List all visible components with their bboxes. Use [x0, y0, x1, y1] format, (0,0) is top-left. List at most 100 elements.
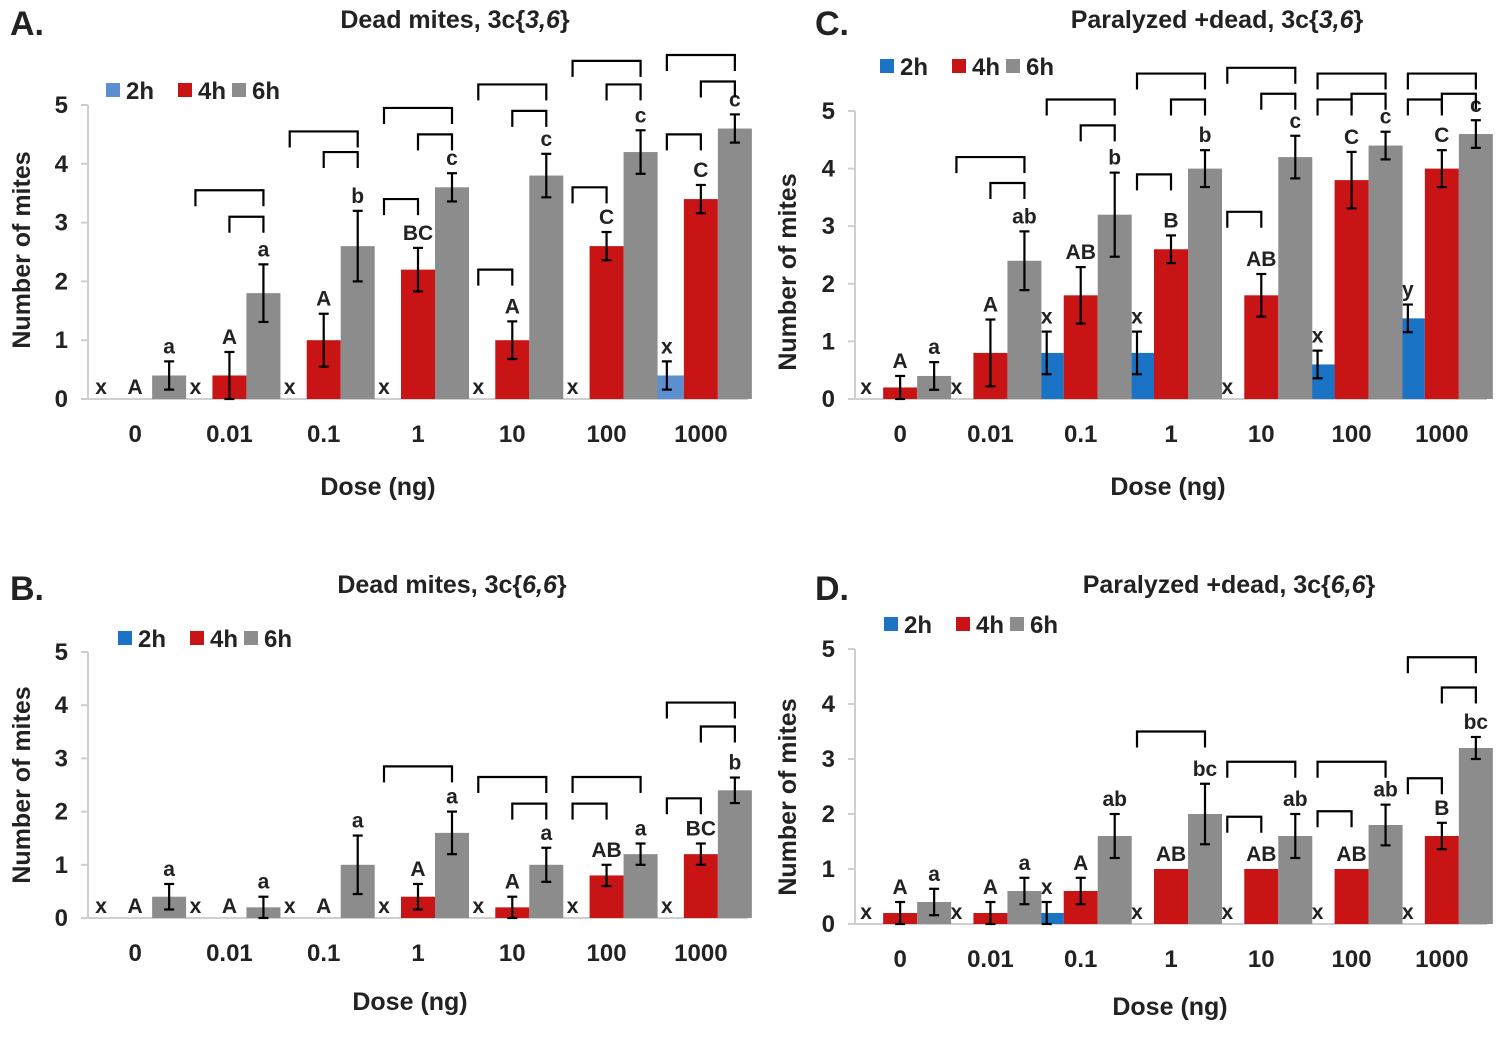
bar-6h-1	[1188, 168, 1222, 399]
significance-label: x	[284, 895, 296, 918]
significance-label: A	[505, 295, 520, 318]
comparison-bracket	[322, 150, 359, 169]
chart-title: Paralyzed +dead, 3c{3,6}	[1071, 6, 1364, 34]
legend-label-4h: 4h	[976, 612, 1004, 639]
y-tick-label: 5	[55, 92, 68, 119]
legend-swatch-6h	[232, 83, 246, 97]
comparison-bracket	[665, 701, 736, 719]
comparison-bracket	[1316, 760, 1387, 778]
significance-label: C	[693, 159, 708, 182]
significance-label: A	[128, 376, 143, 399]
legend-label-6h: 6h	[264, 626, 292, 653]
legend-label-6h: 6h	[252, 78, 280, 105]
comparison-bracket	[382, 106, 454, 124]
chart-title: Paralyzed +dead, 3c{6,6}	[1083, 571, 1376, 599]
significance-label: a	[635, 818, 647, 841]
bar-6h-100	[1368, 145, 1403, 399]
x-tick-label: 0.1	[307, 421, 340, 448]
panel-label: B.	[10, 570, 44, 608]
legend-swatch-6h	[244, 631, 258, 645]
significance-label: x	[1312, 901, 1324, 924]
significance-label: x	[567, 376, 579, 399]
comparison-bracket	[571, 186, 608, 204]
y-tick-label: 2	[822, 271, 835, 298]
significance-label: c	[729, 88, 741, 111]
x-axis-label: Dose (ng)	[352, 988, 467, 1016]
y-tick-label: 3	[822, 746, 835, 773]
bar-4h-10	[1244, 869, 1279, 924]
significance-label: ab	[1283, 788, 1308, 811]
significance-label: y	[1402, 279, 1414, 302]
x-tick-label: 0.1	[1064, 946, 1097, 973]
x-tick-label: 100	[587, 940, 627, 967]
comparison-bracket	[1135, 730, 1207, 748]
bar-6h-1000	[717, 128, 752, 399]
x-tick-label: 10	[499, 421, 526, 448]
legend-swatch-2h	[880, 59, 894, 73]
y-axis-label: Number of mites	[8, 151, 36, 348]
x-axis-label: Dose (ng)	[1110, 473, 1225, 501]
comparison-bracket	[477, 83, 548, 101]
legend-swatch-2h	[884, 617, 898, 631]
significance-label: a	[540, 822, 552, 845]
significance-label: A	[128, 895, 143, 918]
comparison-bracket	[1406, 656, 1477, 674]
legend-swatch-4h	[178, 83, 192, 97]
significance-label: x	[1221, 901, 1233, 924]
x-tick-label: 100	[1332, 946, 1372, 973]
significance-label: x	[951, 901, 963, 924]
bar-4h-100	[1334, 869, 1369, 924]
legend-swatch-6h	[1010, 617, 1024, 631]
panel-label: D.	[815, 570, 849, 608]
significance-label: x	[860, 376, 872, 399]
significance-label: a	[1019, 852, 1031, 875]
bar-6h-1	[435, 187, 469, 399]
x-tick-label: 0	[128, 421, 141, 448]
bar-4h-1000	[1424, 168, 1459, 399]
comparison-bracket	[571, 802, 608, 820]
panel-a: A. Dead mites, 3c{3,6} 0 1 2 3 4 5 0 0.01 0.1 1 10 10…	[8, 5, 752, 501]
significance-label: AB	[591, 839, 621, 862]
significance-label: A	[316, 288, 331, 311]
x-tick-label: 1000	[674, 421, 727, 448]
comparison-bracket	[1226, 815, 1263, 833]
comparison-bracket	[1135, 173, 1173, 191]
significance-label: AB	[1246, 248, 1276, 271]
significance-label: A	[410, 858, 425, 881]
bar-6h-10	[1278, 157, 1313, 399]
bar-6h-1000	[1458, 134, 1493, 400]
y-tick-label: 1	[822, 856, 835, 883]
significance-label: a	[446, 786, 458, 809]
legend-swatch-4h	[956, 617, 970, 631]
comparison-bracket	[1406, 98, 1443, 116]
significance-label: x	[860, 901, 872, 924]
x-tick-label: 0.01	[206, 940, 253, 967]
y-axis-label: Number of mites	[774, 173, 802, 370]
comparison-bracket	[665, 53, 736, 72]
significance-label: A	[893, 876, 908, 899]
y-tick-label: 5	[822, 98, 835, 125]
legend-swatch-2h	[118, 631, 132, 645]
comparison-bracket	[1406, 777, 1443, 795]
significance-label: ab	[1373, 779, 1398, 802]
significance-label: x	[661, 895, 673, 918]
y-tick-label: 4	[822, 691, 836, 718]
significance-label: x	[1131, 901, 1143, 924]
significance-label: AB	[1336, 843, 1366, 866]
bar-4h-100	[589, 246, 624, 399]
y-tick-label: 4	[55, 692, 69, 719]
bar-4h-1000	[1424, 836, 1459, 924]
x-tick-label: 0	[893, 946, 906, 973]
significance-label: x	[567, 895, 579, 918]
legend-swatch-4h	[190, 631, 204, 645]
significance-label: A	[316, 895, 331, 918]
significance-label: AB	[1156, 843, 1186, 866]
y-tick-label: 4	[55, 151, 69, 178]
panel-c: C. Paralyzed +dead, 3c{3,6} 0 1 2 3 4 5 0 0.01 0.1…	[774, 5, 1493, 501]
x-tick-label: 100	[587, 421, 627, 448]
significance-label: c	[635, 104, 647, 127]
comparison-bracket	[1440, 686, 1477, 704]
significance-label: x	[378, 895, 390, 918]
y-tick-label: 1	[55, 327, 68, 354]
legend-label-2h: 2h	[900, 54, 928, 81]
